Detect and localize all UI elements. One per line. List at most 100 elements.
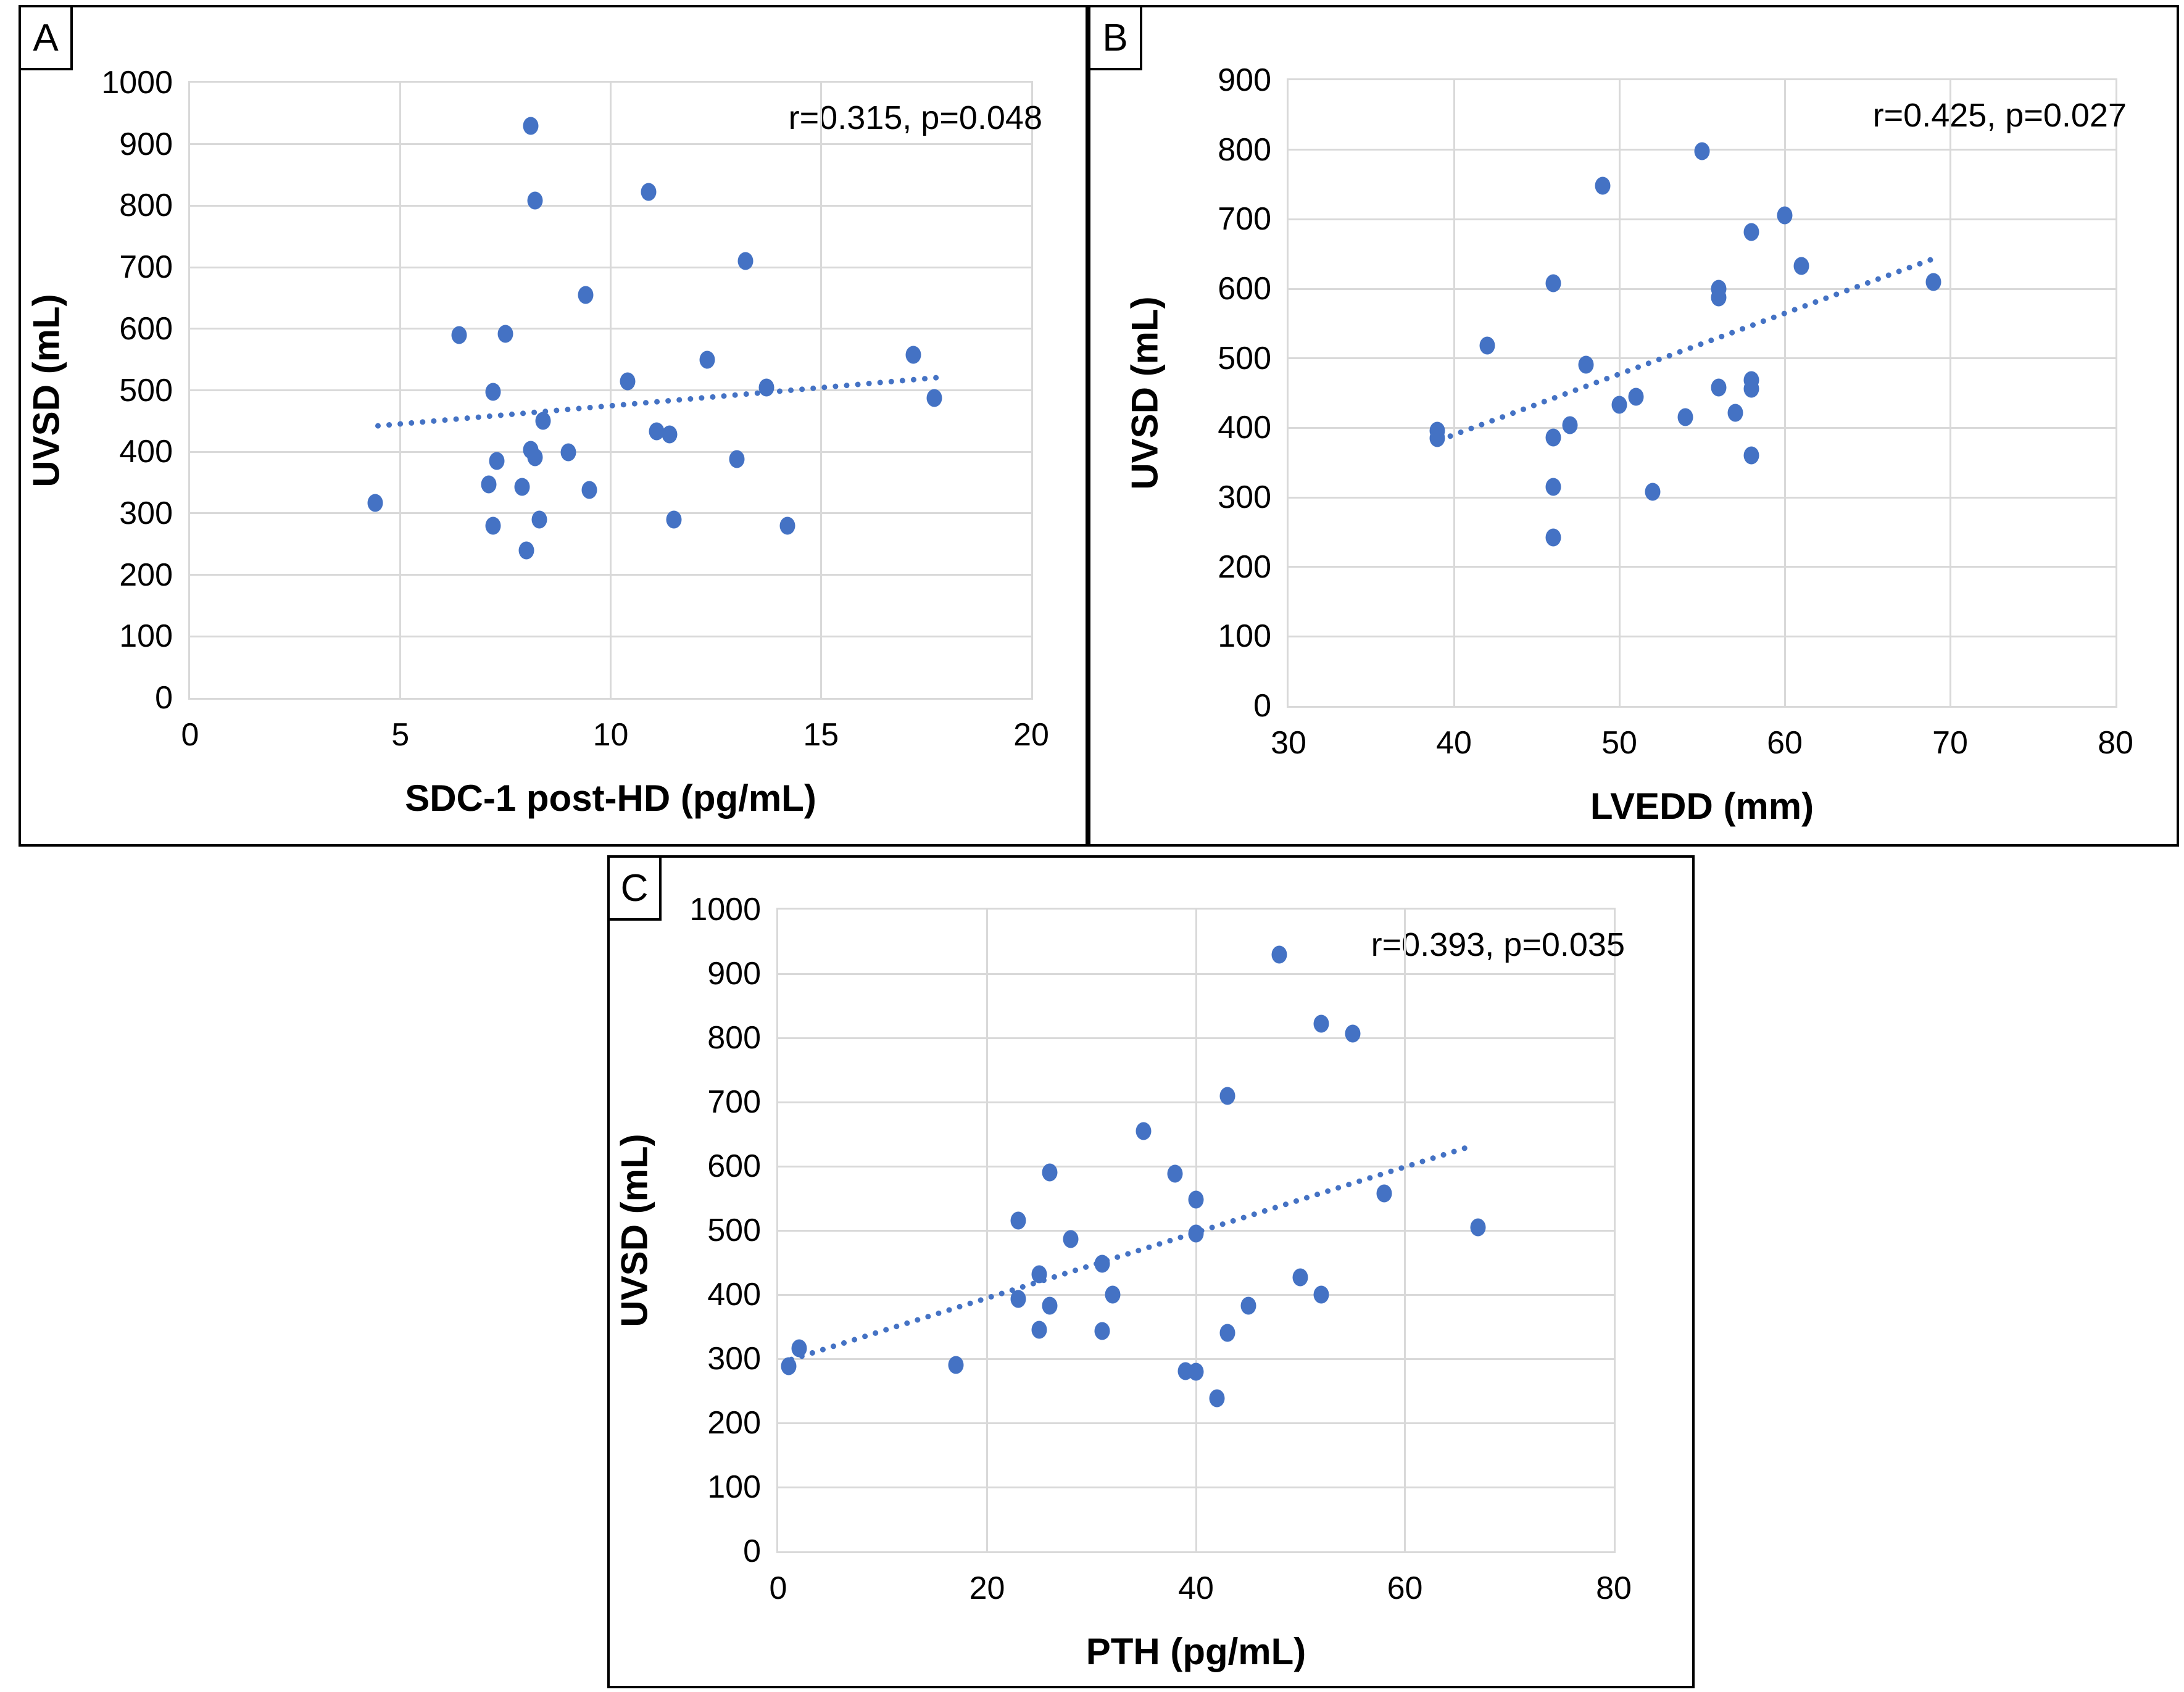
data-point: [1042, 1296, 1058, 1315]
y-tick-label: 400: [1218, 410, 1271, 446]
scatter-plot-b: r=0.425, p=0.027 UVSD (mL) LVEDD (mm) 30…: [1124, 62, 2133, 827]
y-gridline: [778, 1293, 1614, 1296]
y-tick-label: 800: [707, 1020, 761, 1056]
data-point: [1545, 428, 1561, 447]
y-tick-label: 900: [1218, 62, 1271, 98]
data-point: [485, 383, 501, 401]
x-tick-label: 80: [1596, 1570, 1632, 1606]
y-tick-label: 900: [707, 956, 761, 992]
x-gridline: [1949, 80, 1951, 706]
x-tick-label: 20: [969, 1570, 1005, 1606]
y-gridline: [778, 1486, 1614, 1488]
data-point: [1470, 1218, 1486, 1237]
y-tick-label: 0: [1253, 688, 1271, 724]
y-axis-title-c: UVSD (mL): [613, 1134, 655, 1327]
data-point: [666, 510, 682, 529]
x-axis-title-b: LVEDD (mm): [1590, 786, 1814, 827]
y-gridline: [190, 450, 1031, 453]
data-point: [758, 378, 774, 396]
data-point: [1376, 1184, 1392, 1203]
data-point: [1313, 1285, 1329, 1304]
data-point: [737, 252, 754, 270]
y-gridline: [778, 1037, 1614, 1039]
y-gridline: [190, 328, 1031, 330]
data-point: [527, 191, 543, 210]
y-tick-label: 400: [119, 434, 173, 470]
panel-b: B r=0.425, p=0.027 UVSD (mL) LVEDD (mm) …: [1088, 5, 2179, 847]
data-point: [518, 541, 534, 560]
y-gridline: [1289, 426, 2115, 429]
data-point: [1292, 1268, 1308, 1287]
x-gridline: [1618, 80, 1621, 706]
data-point: [1010, 1290, 1026, 1308]
data-point: [1010, 1211, 1026, 1230]
data-point: [1595, 176, 1611, 195]
y-tick-label: 1000: [689, 892, 761, 927]
y-gridline: [190, 204, 1031, 207]
data-point: [489, 452, 505, 470]
data-point: [1136, 1122, 1152, 1140]
x-tick-label: 40: [1178, 1570, 1214, 1606]
y-tick-label: 700: [1218, 201, 1271, 238]
y-tick-label: 500: [119, 372, 173, 408]
y-tick-label: 600: [119, 310, 173, 347]
data-point: [578, 286, 594, 304]
data-point: [1345, 1024, 1361, 1043]
panel-label-b: B: [1088, 5, 1142, 70]
y-gridline: [1289, 566, 2115, 568]
data-point: [1694, 142, 1710, 160]
y-tick-label: 500: [1218, 340, 1271, 376]
data-point: [1793, 257, 1809, 275]
data-point: [1645, 483, 1661, 501]
y-tick-label: 100: [707, 1469, 761, 1505]
data-point: [1711, 280, 1727, 298]
data-point: [1240, 1296, 1256, 1315]
trendline: [375, 375, 939, 429]
data-point: [1219, 1324, 1235, 1342]
correlation-annotation-c: r=0.393, p=0.035: [1371, 926, 1625, 963]
data-point: [1479, 336, 1495, 355]
data-point: [779, 516, 795, 535]
x-tick-label: 70: [1932, 725, 1968, 761]
data-point: [1545, 528, 1561, 547]
data-point: [1167, 1164, 1183, 1183]
data-point: [1094, 1322, 1110, 1340]
data-point: [1063, 1230, 1079, 1248]
y-tick-label: 1000: [101, 65, 173, 101]
data-point: [514, 478, 530, 496]
data-point: [905, 346, 921, 364]
panel-c: C r=0.393, p=0.035 UVSD (mL) PTH (pg/mL)…: [607, 855, 1695, 1688]
data-point: [729, 450, 745, 468]
data-point: [1209, 1389, 1225, 1408]
y-tick-label: 800: [119, 188, 173, 224]
x-tick-label: 50: [1601, 725, 1637, 761]
data-point: [1188, 1224, 1204, 1243]
data-point: [1545, 274, 1561, 292]
data-point: [1677, 408, 1693, 426]
data-point: [485, 516, 501, 535]
y-gridline: [190, 574, 1031, 576]
correlation-annotation-b: r=0.425, p=0.027: [1872, 97, 2127, 134]
data-point: [948, 1356, 964, 1374]
data-point: [1188, 1362, 1204, 1381]
y-tick-label: 300: [707, 1341, 761, 1377]
panel-a: A r=0.315, p=0.048 UVSD (mL) SDC-1 post-…: [19, 5, 1088, 847]
y-gridline: [778, 1358, 1614, 1360]
y-gridline: [778, 1165, 1614, 1167]
data-point: [1545, 478, 1561, 496]
y-tick-label: 600: [1218, 271, 1271, 307]
data-point: [1743, 371, 1759, 389]
data-point: [620, 372, 636, 391]
y-tick-label: 400: [707, 1277, 761, 1313]
y-tick-label: 0: [743, 1533, 761, 1569]
data-point: [662, 425, 678, 444]
data-point: [699, 350, 715, 369]
y-tick-label: 700: [119, 249, 173, 286]
y-gridline: [190, 143, 1031, 146]
data-point: [1611, 396, 1627, 414]
y-tick-label: 200: [707, 1405, 761, 1441]
data-point: [1578, 355, 1594, 374]
y-axis-title-b: UVSD (mL): [1124, 296, 1166, 490]
data-point: [1042, 1163, 1058, 1182]
data-point: [1188, 1190, 1204, 1209]
